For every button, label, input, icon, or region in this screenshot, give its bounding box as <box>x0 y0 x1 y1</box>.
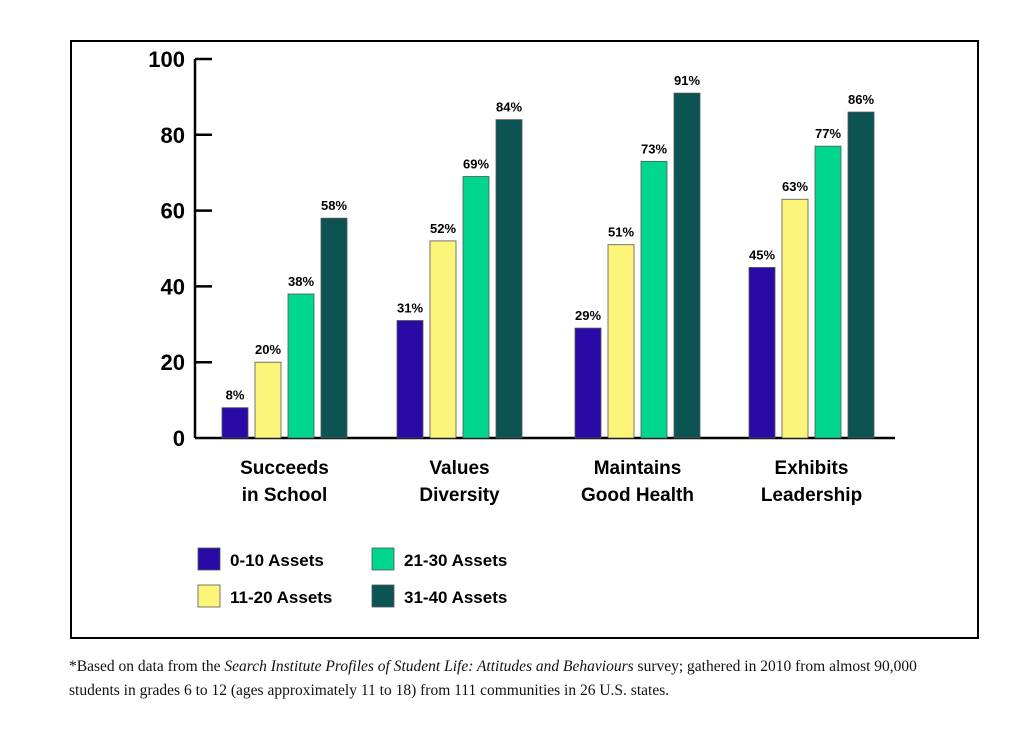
y-tick-label: 60 <box>161 199 185 224</box>
chart-frame <box>70 40 979 639</box>
category-label: Exhibits <box>775 458 849 479</box>
data-label: 69% <box>463 156 489 171</box>
legend-swatch <box>371 584 395 608</box>
y-tick-label: 0 <box>173 426 185 451</box>
bar <box>254 361 282 439</box>
y-tick-label: 100 <box>148 47 185 72</box>
y-tick-label: 20 <box>161 350 185 375</box>
data-label: 20% <box>255 342 281 357</box>
bar <box>673 92 701 439</box>
bar <box>221 407 249 439</box>
bar <box>287 293 315 439</box>
bar <box>495 119 523 439</box>
bar <box>429 240 457 439</box>
data-label: 38% <box>288 274 314 289</box>
category-label: Leadership <box>761 485 862 506</box>
bar <box>607 244 635 439</box>
footnote-suffix: survey; gathered in 2010 from almost 90,… <box>69 658 917 699</box>
bar <box>320 217 348 439</box>
data-label: 52% <box>430 221 456 236</box>
category-label: in School <box>242 485 328 506</box>
footnote-source-title: Search Institute Profiles of Student Lif… <box>224 658 634 675</box>
category-label: Good Health <box>581 485 694 506</box>
legend-swatch <box>197 547 221 571</box>
data-label: 63% <box>782 179 808 194</box>
legend-label: 21-30 Assets <box>404 551 507 570</box>
category-label: Values <box>429 458 489 479</box>
data-label: 58% <box>321 198 347 213</box>
data-label: 77% <box>815 126 841 141</box>
bar <box>814 145 842 439</box>
data-label: 51% <box>608 225 634 240</box>
data-label: 8% <box>226 388 245 403</box>
bar <box>574 327 602 439</box>
legend-label: 0-10 Assets <box>230 551 324 570</box>
data-label: 73% <box>641 141 667 156</box>
data-label: 84% <box>496 100 522 115</box>
footnote: *Based on data from the Search Institute… <box>69 655 969 703</box>
data-label: 29% <box>575 308 601 323</box>
data-label: 86% <box>848 92 874 107</box>
footnote-prefix: *Based on data from the <box>69 658 225 675</box>
legend-label: 11-20 Assets <box>230 588 332 607</box>
bar <box>748 267 776 439</box>
bar <box>640 160 668 439</box>
bar <box>396 320 424 439</box>
data-label: 91% <box>674 73 700 88</box>
legend-label: 31-40 Assets <box>404 588 507 607</box>
category-label: Diversity <box>419 485 500 506</box>
data-label: 45% <box>749 247 775 262</box>
y-tick-label: 40 <box>161 274 185 299</box>
category-label: Succeeds <box>240 458 329 479</box>
legend-swatch <box>371 547 395 571</box>
bar <box>462 176 490 439</box>
bar <box>847 111 875 439</box>
bar <box>781 198 809 439</box>
category-label: Maintains <box>594 458 682 479</box>
legend-swatch <box>197 584 221 608</box>
y-tick-label: 80 <box>161 123 185 148</box>
data-label: 31% <box>397 301 423 316</box>
